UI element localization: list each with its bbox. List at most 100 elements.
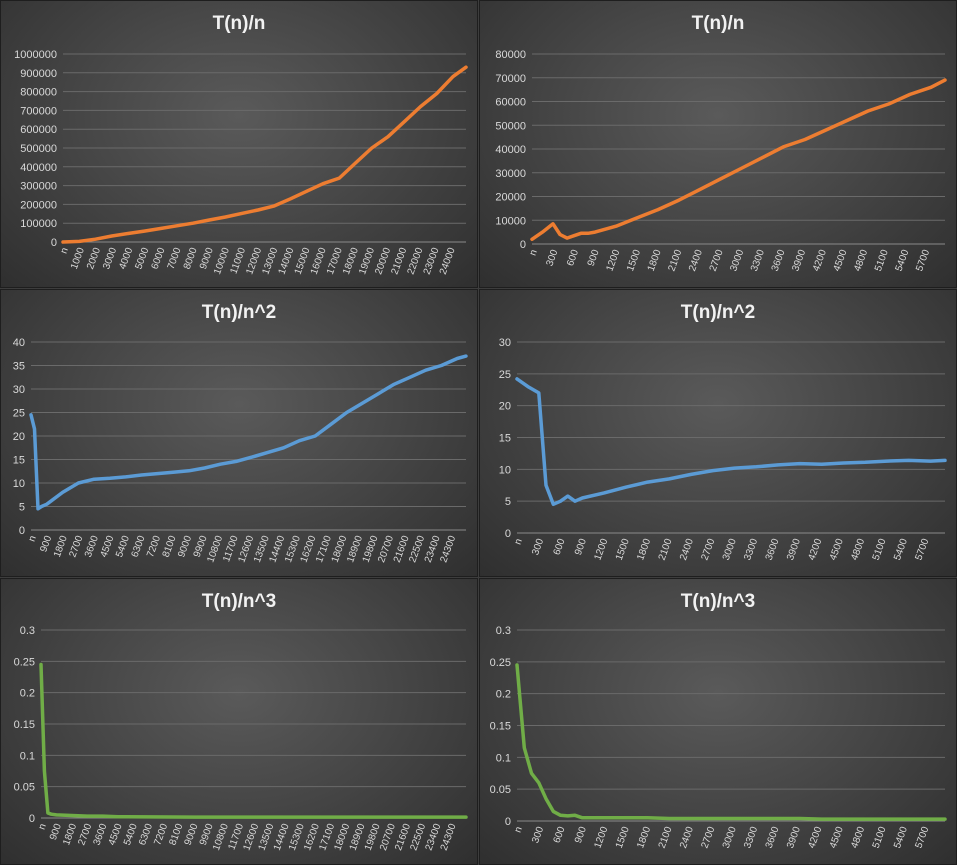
x-tick-label: n bbox=[513, 825, 525, 834]
x-tick-label: 4500 bbox=[828, 537, 846, 562]
x-tick-label: 3300 bbox=[742, 825, 760, 850]
x-tick-label: n bbox=[37, 822, 49, 831]
y-tick-label: 700000 bbox=[20, 105, 57, 117]
x-tick-label: 1200 bbox=[592, 537, 610, 562]
y-tick-label: 0.15 bbox=[490, 721, 511, 733]
y-tick-label: 600000 bbox=[20, 124, 57, 136]
chart-2-svg: 0 10000 20000 30000 40000 50000 60000 70000 8000… bbox=[495, 49, 947, 273]
x-tick-label: 1200 bbox=[604, 248, 622, 273]
x-tick-label: 2700 bbox=[699, 537, 717, 562]
x-tick-label: 900 bbox=[48, 822, 64, 842]
y-tick-label: 70000 bbox=[495, 73, 526, 85]
x-tick-label: n bbox=[513, 537, 525, 546]
x-tick-label: 3000 bbox=[721, 825, 739, 850]
series-line bbox=[29, 354, 468, 511]
y-tick-label: 0 bbox=[29, 813, 35, 825]
series-line bbox=[515, 663, 947, 821]
chart-title: T(n)/n^3 bbox=[201, 591, 277, 612]
y-tick-label: 30000 bbox=[495, 168, 526, 180]
x-tick-label: 1800 bbox=[635, 825, 653, 850]
chart-title: T(n)/n^3 bbox=[680, 591, 756, 612]
x-tick-label: 3000 bbox=[728, 248, 746, 273]
y-tick-label: 200000 bbox=[20, 199, 57, 211]
series-line bbox=[515, 377, 947, 507]
y-tick-label: 15 bbox=[13, 455, 25, 467]
y-tick-label: 100000 bbox=[20, 218, 57, 230]
chart-panel-4: T(n)/n^2 0 5 10 15 20 25 30 n 300 600 900 1200 1500 1… bbox=[479, 289, 957, 577]
y-tick-label: 0.2 bbox=[20, 688, 35, 700]
y-tick-label: 5 bbox=[505, 496, 511, 508]
x-tick-label: 4800 bbox=[849, 825, 867, 850]
y-tick-label: 0.1 bbox=[20, 750, 35, 762]
x-tick-label: 1800 bbox=[635, 537, 653, 562]
x-tick-label: 600 bbox=[552, 537, 568, 557]
x-tick-label: 2700 bbox=[699, 825, 717, 850]
chart-panel-3: T(n)/n^2 0 5 10 15 20 25 30 35 40 n 900 1800 2700 360… bbox=[0, 289, 478, 577]
x-tick-label: 1200 bbox=[592, 825, 610, 850]
x-tick-label: 2100 bbox=[657, 825, 675, 850]
x-tick-label: n bbox=[27, 534, 39, 543]
y-tick-label: 20 bbox=[499, 401, 511, 413]
y-tick-label: 10 bbox=[499, 464, 511, 476]
x-tick-label: 600 bbox=[552, 825, 568, 845]
x-tick-label: 5400 bbox=[892, 825, 910, 850]
x-tick-label: 4200 bbox=[806, 825, 824, 850]
chart-title: T(n)/n bbox=[691, 13, 745, 34]
y-tick-label: 25 bbox=[13, 408, 25, 420]
y-tick-label: 25 bbox=[499, 369, 511, 381]
y-tick-label: 60000 bbox=[495, 97, 526, 109]
y-tick-label: 40 bbox=[13, 337, 25, 349]
x-tick-label: 2400 bbox=[678, 825, 696, 850]
x-tick-label: 900 bbox=[38, 534, 54, 554]
x-tick-label: 600 bbox=[565, 248, 581, 268]
chart-panel-2: T(n)/n 0 10000 20000 30000 40000 50000 60000 70… bbox=[479, 0, 957, 288]
x-tick-label: 300 bbox=[544, 248, 560, 268]
x-tick-label: 1500 bbox=[625, 248, 643, 273]
y-tick-label: 0.15 bbox=[14, 719, 35, 731]
y-tick-label: 20 bbox=[13, 431, 25, 443]
chart-6-svg: 0 0.05 0.1 0.15 0.2 0.25 0.3 n 300 600 900 1200 1500… bbox=[490, 625, 947, 850]
y-tick-label: 1000000 bbox=[14, 49, 57, 61]
y-tick-label: 35 bbox=[13, 361, 25, 373]
chart-1-svg: 0 100000 200000 300000 400000 500000 600000 700… bbox=[14, 49, 468, 276]
y-tick-label: 0.25 bbox=[14, 656, 35, 668]
y-tick-label: 0 bbox=[505, 528, 511, 540]
y-tick-label: 20000 bbox=[495, 192, 526, 204]
x-tick-label: 900 bbox=[573, 537, 589, 557]
y-tick-label: 15 bbox=[499, 433, 511, 445]
chart-panel-5: T(n)/n^3 0 0.05 0.1 0.15 0.2 0.25 0.3 n 900 1800 2… bbox=[0, 578, 478, 865]
series-line bbox=[39, 662, 468, 819]
x-tick-label: 5700 bbox=[913, 825, 931, 850]
x-tick-label: 3900 bbox=[785, 537, 803, 562]
x-tick-label: 4800 bbox=[852, 248, 870, 273]
x-tick-label: 4200 bbox=[806, 537, 824, 562]
x-tick-label: 5400 bbox=[892, 537, 910, 562]
x-tick-label: 2100 bbox=[657, 537, 675, 562]
x-tick-label: 2400 bbox=[687, 248, 705, 273]
x-tick-label: 900 bbox=[586, 248, 602, 268]
x-tick-label: n bbox=[528, 248, 540, 257]
y-tick-label: 5 bbox=[19, 502, 25, 514]
x-tick-label: 3900 bbox=[785, 825, 803, 850]
x-tick-label: 1800 bbox=[646, 248, 664, 273]
x-tick-label: 300 bbox=[530, 825, 546, 845]
x-tick-label: 5100 bbox=[873, 248, 891, 273]
y-tick-label: 0 bbox=[505, 816, 511, 828]
x-tick-label: n bbox=[59, 246, 71, 255]
x-tick-label: 2400 bbox=[678, 537, 696, 562]
y-tick-label: 0.05 bbox=[490, 784, 511, 796]
x-tick-label: 5700 bbox=[914, 248, 932, 273]
y-tick-label: 800000 bbox=[20, 87, 57, 99]
x-tick-label: 900 bbox=[573, 825, 589, 845]
y-tick-label: 0.3 bbox=[20, 625, 35, 637]
x-tick-label: 5400 bbox=[894, 248, 912, 273]
x-tick-label: 5100 bbox=[871, 537, 889, 562]
x-tick-label: 3300 bbox=[749, 248, 767, 273]
x-tick-label: 4800 bbox=[849, 537, 867, 562]
y-tick-label: 40000 bbox=[495, 144, 526, 156]
x-tick-label: 4500 bbox=[832, 248, 850, 273]
y-tick-label: 10000 bbox=[495, 215, 526, 227]
x-tick-label: 1500 bbox=[614, 825, 632, 850]
